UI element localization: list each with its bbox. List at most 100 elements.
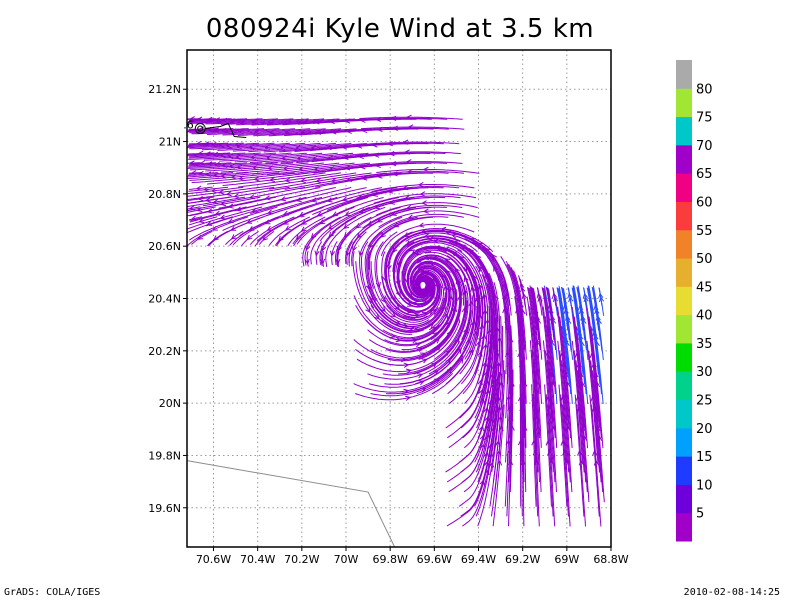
streamline [415, 295, 474, 385]
streamline [561, 287, 570, 341]
coastline [186, 460, 396, 548]
streamline [292, 231, 306, 245]
streamline [315, 241, 323, 265]
streamline [546, 360, 556, 483]
streamline-arrow [470, 285, 476, 292]
streamline [253, 172, 357, 189]
colorbar-swatch [676, 512, 692, 542]
streamline [414, 262, 455, 341]
streamline [367, 341, 461, 380]
streamline [188, 172, 234, 176]
streamline [460, 315, 492, 429]
streamline-arrow [551, 292, 558, 299]
streamline [367, 306, 454, 347]
streamline-arrow [331, 211, 338, 217]
streamline [356, 185, 460, 199]
streamline [583, 287, 588, 306]
streamline [562, 287, 572, 351]
streamline-arrow [591, 326, 597, 333]
x-tick-labels: 70.6W 70.4W 70.2W 70W 69.8W 69.6W 69.4W 69.2W 69… [196, 547, 629, 566]
streamline [381, 274, 448, 333]
streamline [334, 216, 372, 266]
streamline [510, 325, 513, 448]
streamline [557, 340, 568, 463]
streamline [337, 206, 401, 267]
streamline [541, 287, 553, 375]
streamline [586, 306, 601, 429]
streamline [468, 247, 498, 360]
streamline-arrow [246, 234, 253, 241]
streamline [397, 241, 435, 305]
streamline-arrow [536, 292, 542, 299]
streamline [573, 350, 585, 473]
streamline-arrow [463, 275, 469, 282]
streamline-arrow [341, 196, 348, 202]
streamline-arrow [376, 173, 383, 179]
streamline [573, 285, 589, 405]
streamline [187, 118, 217, 120]
streamline [187, 142, 275, 149]
streamline-arrow [516, 295, 522, 302]
streamline [187, 118, 278, 123]
streamline [187, 206, 216, 213]
streamline-arrow [576, 361, 582, 368]
streamline-arrow [262, 235, 268, 241]
streamline [587, 288, 601, 385]
streamline [529, 285, 542, 404]
streamline [488, 273, 499, 394]
streamline-arrow [591, 405, 598, 412]
colorbar-swatch [676, 60, 692, 89]
streamline-arrow [316, 211, 323, 217]
y-tick-label: 20.8N [148, 188, 181, 201]
streamline [362, 204, 463, 229]
streamline [186, 196, 276, 217]
streamline-arrow [577, 449, 583, 456]
streamline [592, 370, 604, 493]
streamline [405, 232, 497, 272]
streamline [429, 258, 461, 351]
streamline [529, 287, 541, 395]
streamline-arrow [423, 233, 430, 239]
streamline [384, 231, 420, 314]
streamline-arrow [403, 195, 411, 201]
streamline-arrow [390, 210, 397, 216]
y-tick-label: 19.8N [148, 449, 181, 462]
colorbar-label: 40 [696, 309, 713, 324]
streamline [506, 264, 524, 385]
streamline [560, 394, 569, 517]
streamline-arrow [422, 166, 429, 173]
streamline-arrow [269, 177, 276, 183]
streamline-arrow [483, 451, 489, 458]
streamline-arrow [486, 328, 492, 335]
streamline [563, 288, 574, 360]
streamline [536, 287, 541, 306]
streamline-arrow [230, 234, 237, 240]
streamline [575, 326, 588, 449]
streamline [236, 162, 340, 174]
streamline [312, 187, 413, 216]
streamline [589, 394, 600, 517]
streamline [206, 196, 307, 227]
streamline [571, 340, 583, 463]
streamline [325, 206, 386, 267]
streamline [364, 231, 405, 326]
streamline-arrow [397, 260, 403, 267]
streamline-arrow [592, 330, 598, 337]
streamline [355, 261, 424, 334]
streamline [187, 142, 244, 147]
streamline [376, 168, 480, 174]
streamline-arrow [420, 228, 427, 234]
streamline-arrow [415, 342, 422, 348]
x-tick-label: 70W [334, 553, 359, 566]
streamline [404, 251, 433, 301]
streamline [341, 186, 444, 205]
streamline-arrow [455, 316, 461, 323]
x-tick-label: 69.4W [461, 553, 496, 566]
streamline-arrow [576, 405, 583, 412]
streamline [360, 126, 465, 130]
colorbar-swatch [676, 201, 692, 231]
streamline [493, 316, 502, 439]
streamline-arrow [218, 189, 225, 195]
streamline [296, 206, 355, 245]
streamline [542, 340, 553, 463]
